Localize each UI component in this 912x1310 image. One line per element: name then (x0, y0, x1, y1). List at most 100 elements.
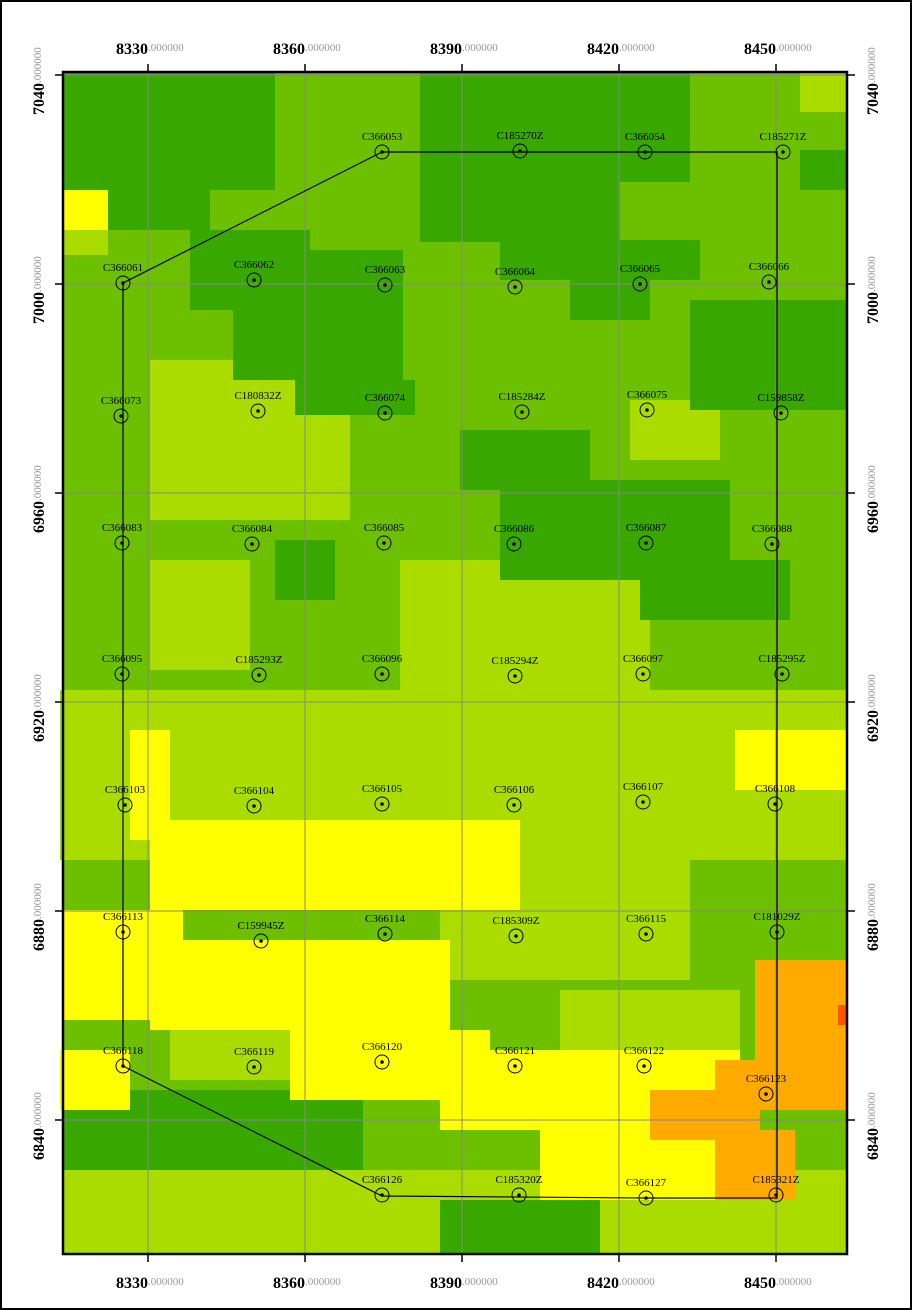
station-dot (120, 541, 124, 545)
station-dot (121, 930, 125, 934)
station-label: C366118 (103, 1045, 143, 1057)
station-label: C366064 (495, 266, 536, 278)
x-tick-label: 8330 (116, 41, 148, 58)
y-tick-suffix: .000000 (866, 674, 878, 710)
station-label: C366062 (234, 259, 274, 271)
station-label: C366108 (755, 783, 796, 795)
station-label: C185320Z (495, 1174, 542, 1186)
station-dot (121, 281, 125, 285)
station-label: C366085 (364, 522, 405, 534)
station-label: C366087 (626, 522, 667, 534)
station-dot (518, 149, 522, 153)
station-label: C366105 (362, 783, 403, 795)
station-dot (120, 672, 124, 676)
station-dot (638, 282, 642, 286)
station-label: C366120 (362, 1041, 403, 1053)
x-tick-label: 8450 (744, 1275, 776, 1292)
station-label: C159945Z (237, 920, 284, 932)
x-tick-suffix: .000000 (776, 1276, 812, 1288)
station-label: C366127 (626, 1177, 667, 1189)
station-dot (641, 672, 645, 676)
station-dot (259, 939, 263, 943)
y-tick-label: 6960 (31, 501, 48, 533)
station-dot (250, 542, 254, 546)
station-label: C366053 (362, 131, 403, 143)
station-dot (252, 278, 256, 282)
y-tick-label: 7040 (31, 83, 48, 115)
y-tick-label: 6880 (31, 919, 48, 951)
station-label: C366126 (362, 1174, 403, 1186)
station-dot (767, 280, 771, 284)
y-tick-suffix: .000000 (32, 465, 44, 501)
station-dot (645, 408, 649, 412)
y-tick-label: 7000 (865, 292, 882, 324)
station-dot (644, 541, 648, 545)
station-label: C366113 (103, 911, 143, 923)
station-dot (257, 673, 261, 677)
x-tick-label: 8420 (587, 1275, 619, 1292)
x-tick-label: 8450 (744, 41, 776, 58)
station-dot (119, 414, 123, 418)
station-label: C366084 (232, 523, 273, 535)
y-tick-suffix: .000000 (866, 256, 878, 292)
station-label: C159858Z (757, 392, 804, 404)
station-dot (770, 542, 774, 546)
y-tick-suffix: .000000 (866, 465, 878, 501)
station-dot (642, 1064, 646, 1068)
x-tick-suffix: .000000 (305, 42, 341, 54)
station-label: C185270Z (496, 130, 543, 142)
station-label: C366106 (494, 784, 535, 796)
station-dot (383, 283, 387, 287)
y-tick-label: 7040 (865, 83, 882, 115)
y-tick-label: 6840 (31, 1128, 48, 1160)
map-view: 8330.0000008330.0000008360.0000008360.00… (0, 0, 912, 1310)
station-label: C185271Z (759, 131, 806, 143)
station-dot (513, 1064, 517, 1068)
station-dot (520, 410, 524, 414)
station-dot (252, 1065, 256, 1069)
y-tick-label: 6880 (865, 919, 882, 951)
station-dot (780, 672, 784, 676)
y-tick-suffix: .000000 (32, 47, 44, 83)
station-dot (252, 804, 256, 808)
station-label: C366088 (752, 523, 793, 535)
station-dot (644, 1196, 648, 1200)
station-dot (512, 542, 516, 546)
station-dot (764, 1092, 768, 1096)
y-tick-suffix: .000000 (866, 883, 878, 919)
station-label: C366063 (365, 264, 406, 276)
station-dot (382, 541, 386, 545)
station-label: C185321Z (752, 1174, 799, 1186)
x-tick-suffix: .000000 (462, 42, 498, 54)
station-label: C366074 (365, 392, 406, 404)
y-tick-suffix: .000000 (866, 47, 878, 83)
station-label: C366065 (620, 263, 661, 275)
station-dot (512, 803, 516, 807)
station-dot (781, 150, 785, 154)
y-tick-label: 7000 (31, 292, 48, 324)
y-tick-suffix: .000000 (32, 1092, 44, 1128)
station-label: C185295Z (758, 653, 805, 665)
y-tick-label: 6920 (31, 710, 48, 742)
station-dot (774, 1193, 778, 1197)
station-label: C366103 (105, 784, 146, 796)
x-tick-label: 8390 (430, 1275, 462, 1292)
x-tick-label: 8330 (116, 1275, 148, 1292)
x-tick-suffix: .000000 (462, 1276, 498, 1288)
station-dot (644, 932, 648, 936)
station-dot (121, 1064, 125, 1068)
raster (60, 72, 847, 1254)
x-tick-suffix: .000000 (148, 1276, 184, 1288)
station-dot (380, 1060, 384, 1064)
station-dot (256, 409, 260, 413)
station-label: C366123 (746, 1073, 787, 1085)
station-label: C180832Z (234, 390, 281, 402)
station-dot (380, 1193, 384, 1197)
station-label: C366095 (102, 653, 143, 665)
station-label: C366096 (362, 653, 403, 665)
station-label: C366075 (627, 389, 668, 401)
station-label: C366119 (234, 1046, 274, 1058)
station-dot (380, 802, 384, 806)
station-label: C185294Z (491, 655, 538, 667)
x-tick-suffix: .000000 (305, 1276, 341, 1288)
